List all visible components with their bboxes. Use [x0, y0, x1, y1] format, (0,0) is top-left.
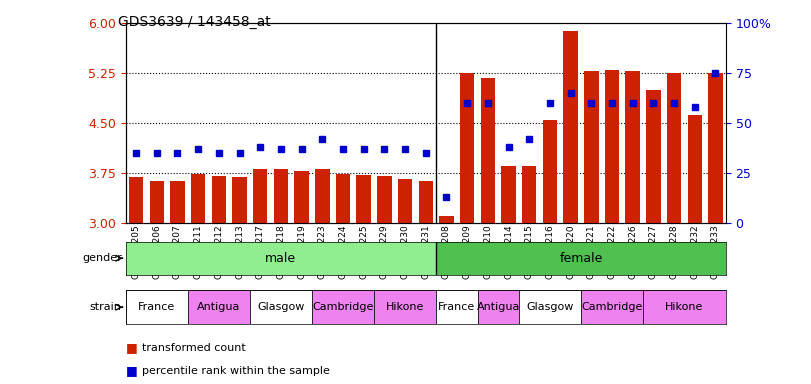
Text: Hikone: Hikone — [665, 302, 704, 312]
Bar — [253, 169, 268, 223]
Text: female: female — [560, 252, 603, 265]
Bar — [377, 176, 392, 223]
Bar — [398, 179, 412, 223]
Bar — [357, 175, 371, 223]
Text: Antigua: Antigua — [477, 302, 520, 312]
Bar — [170, 181, 185, 223]
Text: Cambridge: Cambridge — [312, 302, 374, 312]
Bar — [501, 166, 516, 223]
Text: ■: ■ — [126, 364, 137, 377]
Bar — [149, 181, 164, 223]
Text: gender: gender — [82, 253, 122, 263]
Text: France: France — [438, 302, 475, 312]
Text: Glasgow: Glasgow — [526, 302, 573, 312]
Bar — [522, 166, 537, 223]
Bar — [250, 290, 312, 324]
Bar — [481, 78, 495, 223]
Text: percentile rank within the sample: percentile rank within the sample — [142, 366, 330, 376]
Bar — [436, 290, 478, 324]
Bar — [312, 290, 374, 324]
Text: male: male — [265, 252, 297, 265]
Bar — [667, 73, 681, 223]
Bar — [374, 290, 436, 324]
Text: Hikone: Hikone — [386, 302, 424, 312]
Bar — [315, 169, 329, 223]
Bar — [212, 176, 226, 223]
Text: Glasgow: Glasgow — [257, 302, 305, 312]
Bar — [440, 216, 453, 223]
Bar — [232, 177, 247, 223]
Bar — [646, 89, 661, 223]
Text: GDS3639 / 143458_at: GDS3639 / 143458_at — [118, 15, 270, 29]
Bar — [688, 115, 702, 223]
Bar — [460, 73, 474, 223]
Bar — [581, 290, 643, 324]
Bar — [708, 73, 723, 223]
Bar — [126, 290, 188, 324]
Bar — [543, 119, 557, 223]
Bar — [643, 290, 726, 324]
Text: Antigua: Antigua — [197, 302, 241, 312]
Text: France: France — [138, 302, 175, 312]
Bar — [294, 171, 309, 223]
Bar — [625, 71, 640, 223]
Bar — [126, 242, 436, 275]
Bar — [584, 71, 599, 223]
Bar — [273, 169, 288, 223]
Text: strain: strain — [90, 302, 122, 312]
Text: transformed count: transformed count — [142, 343, 246, 353]
Bar — [605, 70, 620, 223]
Bar — [129, 177, 144, 223]
Bar — [436, 242, 726, 275]
Bar — [478, 290, 519, 324]
Bar — [564, 31, 578, 223]
Bar — [519, 290, 581, 324]
Bar — [418, 182, 433, 223]
Bar — [336, 174, 350, 223]
Bar — [191, 174, 205, 223]
Text: ■: ■ — [126, 341, 137, 354]
Bar — [188, 290, 250, 324]
Text: Cambridge: Cambridge — [581, 302, 642, 312]
